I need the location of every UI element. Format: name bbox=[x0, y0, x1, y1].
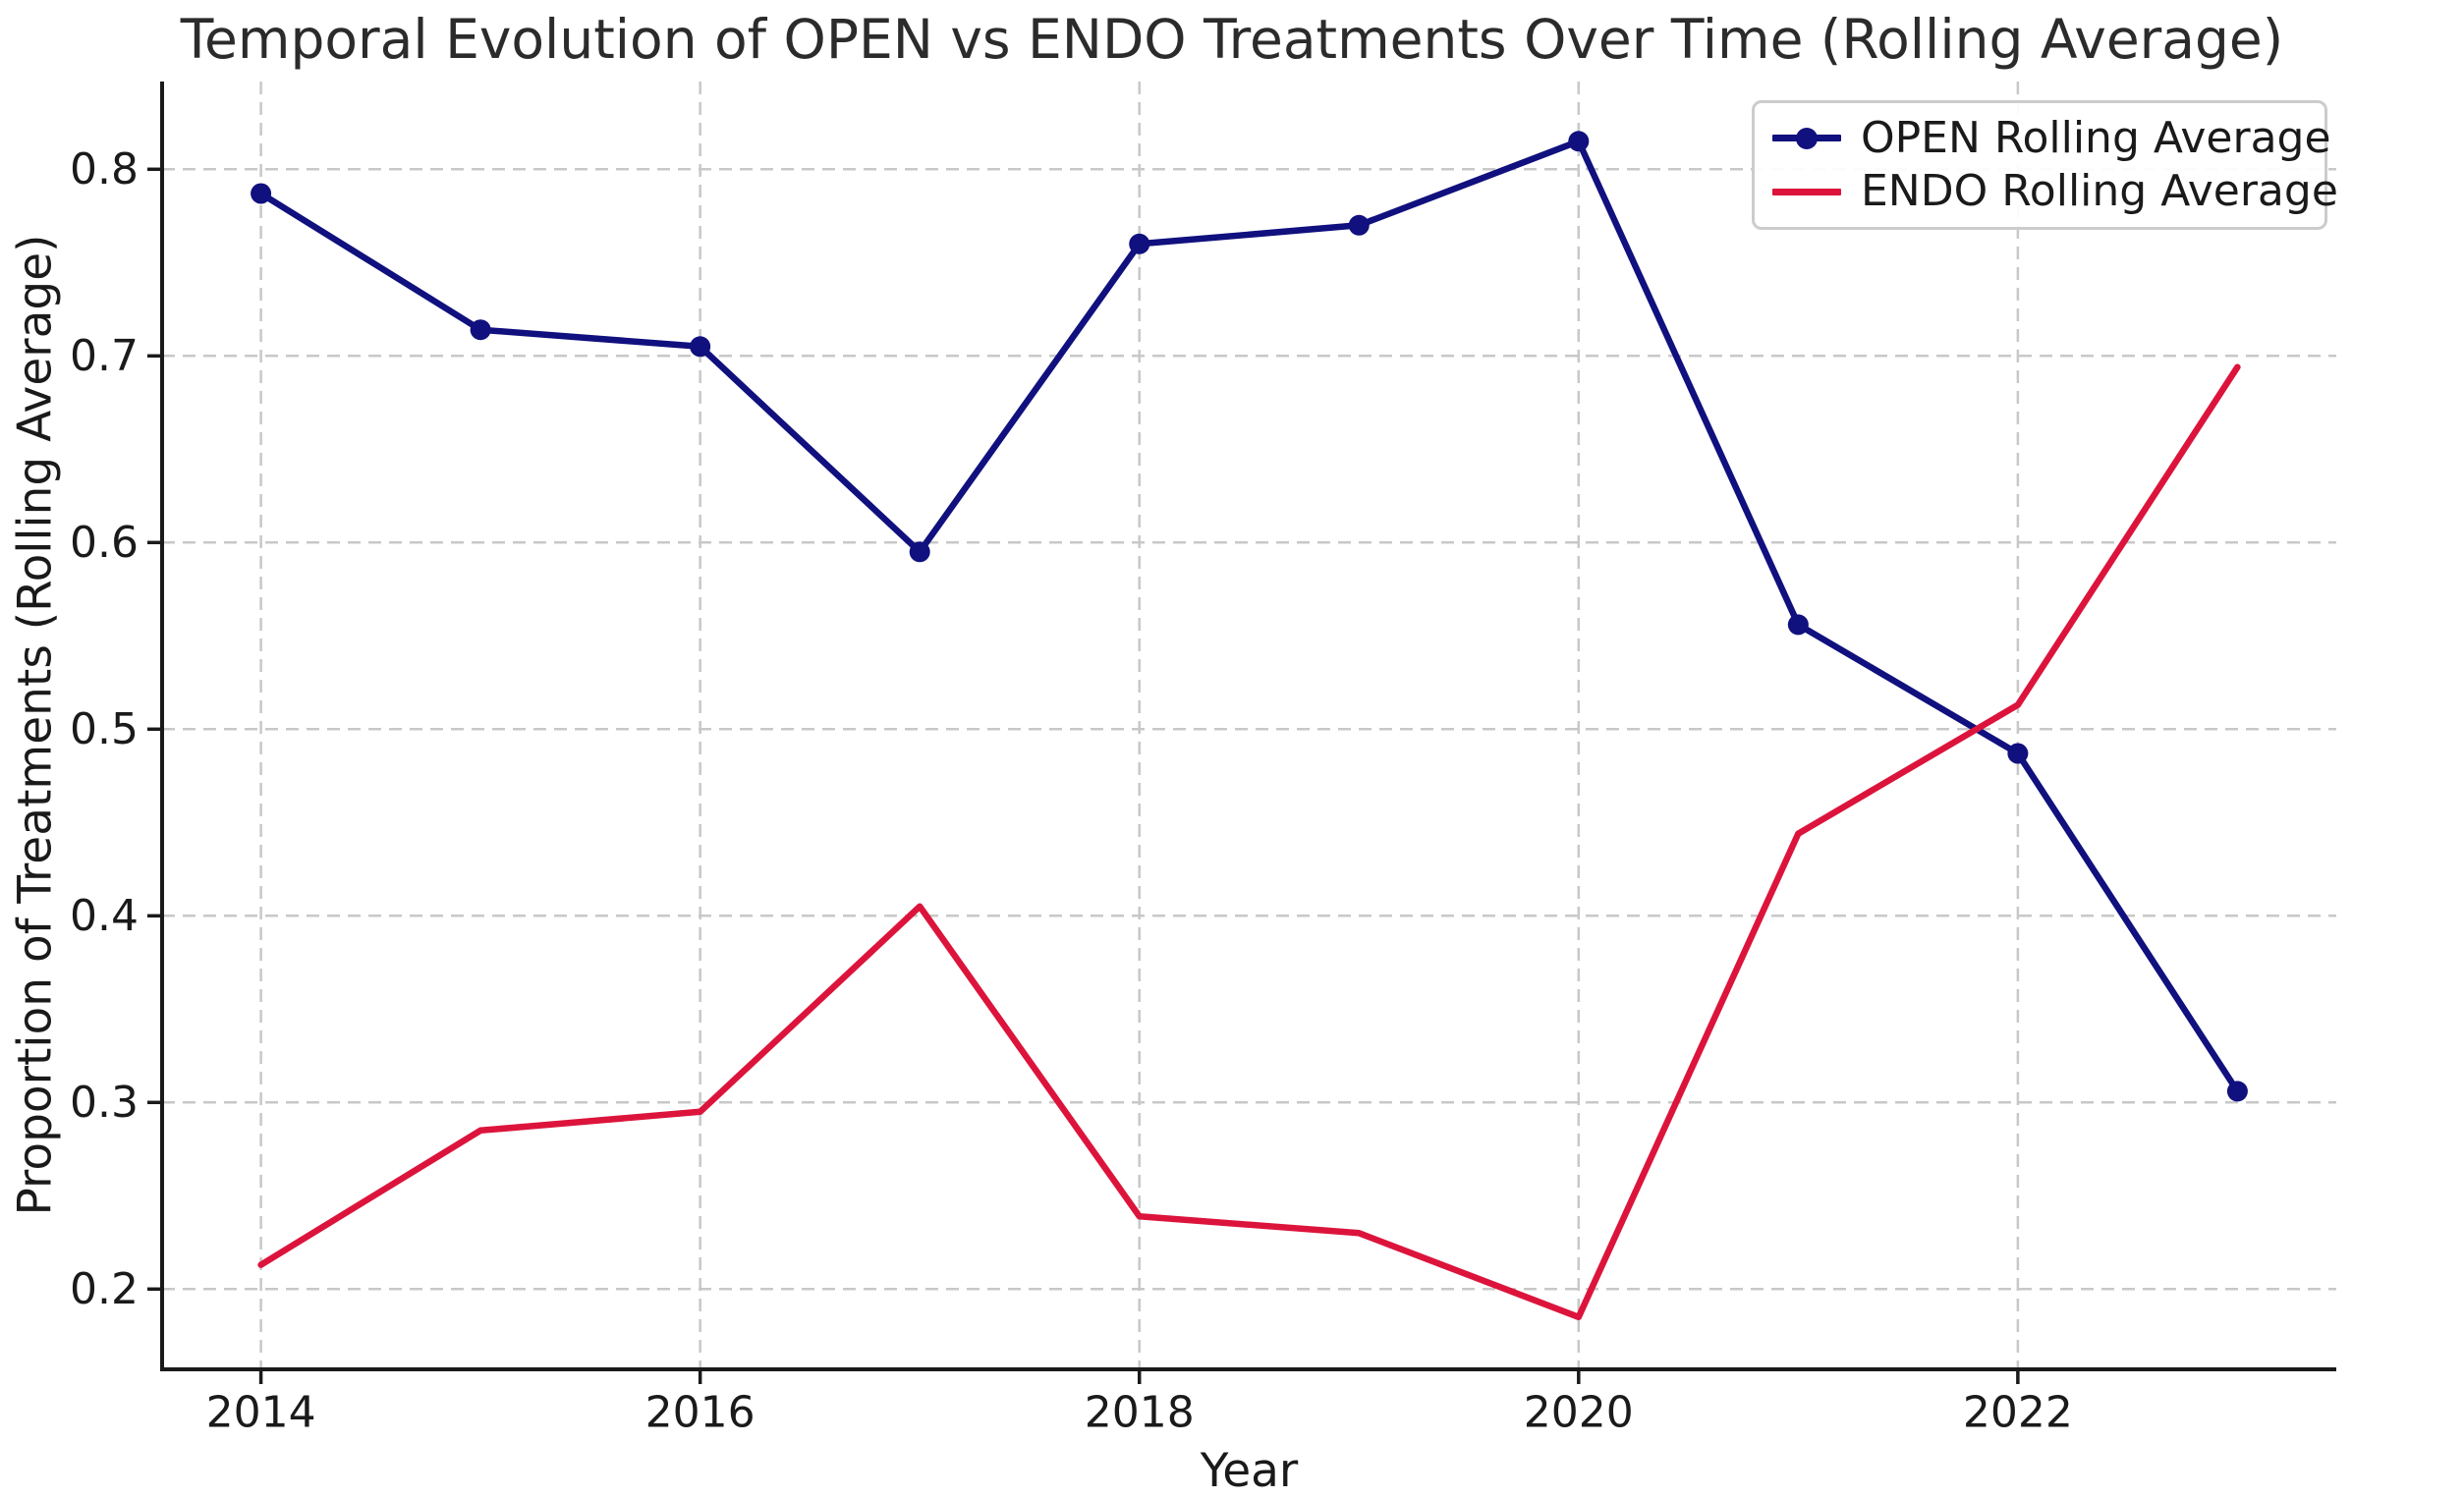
y-tick-label: 0.7 bbox=[70, 331, 139, 381]
open-data-point bbox=[909, 541, 930, 563]
open-data-point bbox=[2226, 1081, 2248, 1102]
y-tick-label: 0.2 bbox=[70, 1264, 139, 1314]
endo-series-line bbox=[257, 363, 2241, 1321]
x-axis-label: Year bbox=[1200, 1444, 1299, 1498]
legend-entry-endo: ENDO Rolling Average bbox=[1772, 167, 2338, 215]
open-series-line bbox=[257, 138, 2241, 1095]
y-axis-label: Proportion of Treatments (Rolling Averag… bbox=[8, 234, 63, 1216]
y-tick-label: 0.8 bbox=[70, 144, 139, 194]
y-tick-label: 0.5 bbox=[70, 704, 139, 754]
open-data-point bbox=[1568, 131, 1590, 152]
open-data-point bbox=[251, 183, 272, 204]
open-data-point bbox=[470, 319, 491, 341]
y-tick-label: 0.4 bbox=[70, 891, 139, 941]
chart-title: Temporal Evolution of OPEN vs ENDO Treat… bbox=[180, 8, 2284, 71]
legend-label-open: OPEN Rolling Average bbox=[1861, 112, 2331, 163]
x-tick-label: 2018 bbox=[1085, 1388, 1195, 1438]
open-data-point bbox=[1348, 214, 1370, 236]
x-tick-label: 2014 bbox=[206, 1388, 316, 1438]
open-data-point bbox=[1129, 233, 1150, 254]
legend-box: OPEN Rolling Average ENDO Rolling Averag… bbox=[1752, 100, 2338, 230]
legend-entry-open: OPEN Rolling Average bbox=[1772, 114, 2331, 162]
legend-label-endo: ENDO Rolling Average bbox=[1861, 165, 2338, 216]
y-tick-label: 0.6 bbox=[70, 518, 139, 568]
open-marker-icon bbox=[1796, 127, 1818, 149]
endo-line-swatch bbox=[1772, 188, 1841, 195]
y-tick-label: 0.3 bbox=[70, 1078, 139, 1128]
x-tick-label: 2020 bbox=[1524, 1388, 1634, 1438]
x-tick-label: 2016 bbox=[645, 1388, 756, 1438]
open-data-point bbox=[2007, 743, 2029, 764]
open-data-point bbox=[1787, 614, 1809, 636]
open-line-swatch bbox=[1772, 127, 1841, 149]
x-tick-label: 2022 bbox=[1963, 1388, 2073, 1438]
open-data-point bbox=[690, 336, 711, 358]
